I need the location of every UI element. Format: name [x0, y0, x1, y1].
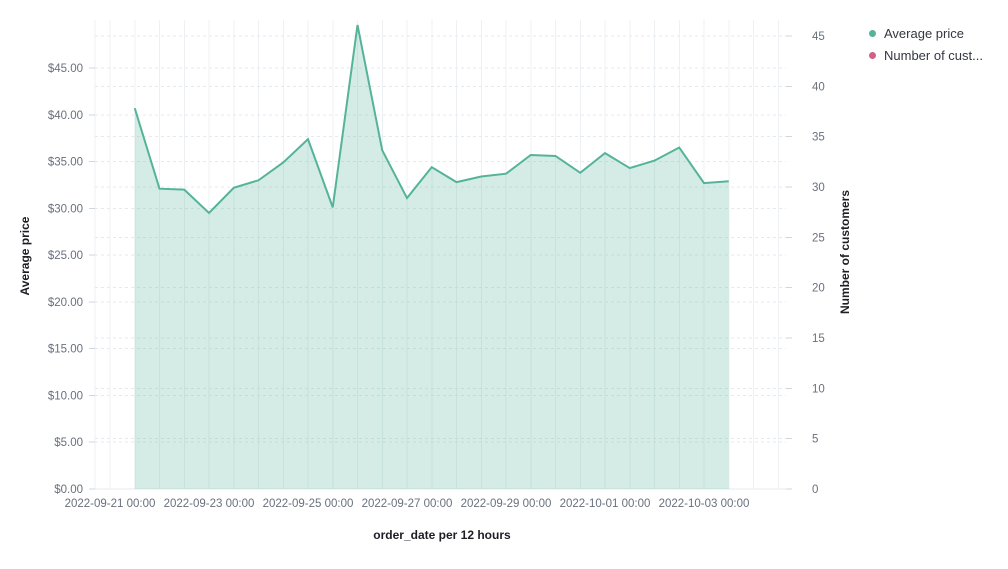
right-axis-title: Number of customers: [838, 189, 852, 315]
bottom-axis-tick-label: 2022-09-29 00:00: [461, 498, 552, 510]
left-axis-tick-label: $40.00: [48, 110, 83, 122]
area-fill-0: [134, 24, 729, 490]
right-axis-tick-label: 25: [812, 232, 825, 244]
left-axis-tick-label: $15.00: [48, 344, 83, 356]
right-axis-tick-label: 45: [812, 31, 825, 43]
right-axis-tick-label: 5: [812, 434, 818, 446]
right-axis-tick-label: 30: [812, 182, 825, 194]
axes: $0.00 $5.00 $10.00 $15.00 $20.00 $25.00 $30.00…: [48, 31, 825, 510]
legend-item-label: Average price: [884, 26, 964, 41]
legend-item-number-of-customers[interactable]: Number of cust...: [869, 48, 983, 63]
legend-item-average-price[interactable]: Average price: [869, 26, 983, 41]
legend-color-dot: [869, 30, 876, 37]
left-axis-title: Average price: [18, 216, 32, 296]
right-axis-tick-label: 10: [812, 383, 825, 395]
gridlines: [94, 20, 786, 490]
right-axis-tick-label: 20: [812, 283, 825, 295]
left-axis-tick-label: $0.00: [54, 484, 83, 496]
right-axis-tick-label: 0: [812, 484, 818, 496]
right-axis-tick-label: 35: [812, 132, 825, 144]
left-axis-tick-label: $45.00: [48, 63, 83, 75]
bottom-axis-title: order_date per 12 hours: [373, 528, 511, 542]
legend-color-dot: [869, 52, 876, 59]
left-axis-tick-label: $25.00: [48, 250, 83, 262]
bottom-axis-tick-label: 2022-09-27 00:00: [362, 498, 453, 510]
left-axis-tick-label: $5.00: [54, 437, 83, 449]
left-axis-tick-label: $20.00: [48, 297, 83, 309]
bottom-axis-tick-label: 2022-10-03 00:00: [659, 498, 750, 510]
left-axis-tick-label: $10.00: [48, 390, 83, 402]
series-layer: [133, 24, 729, 490]
left-axis-tick-label: $30.00: [48, 203, 83, 215]
bottom-axis-tick-label: 2022-09-21 00:00: [65, 498, 156, 510]
legend-item-label: Number of cust...: [884, 48, 983, 63]
bottom-axis-tick-label: 2022-09-23 00:00: [164, 498, 255, 510]
bottom-axis-tick-label: 2022-09-25 00:00: [263, 498, 354, 510]
right-axis-tick-label: 40: [812, 81, 825, 93]
bottom-axis-tick-label: 2022-10-01 00:00: [560, 498, 651, 510]
series-line-0: [133, 24, 729, 215]
legend: Average price Number of cust...: [869, 26, 983, 63]
right-axis-tick-label: 15: [812, 333, 825, 345]
left-axis-tick-label: $35.00: [48, 157, 83, 169]
